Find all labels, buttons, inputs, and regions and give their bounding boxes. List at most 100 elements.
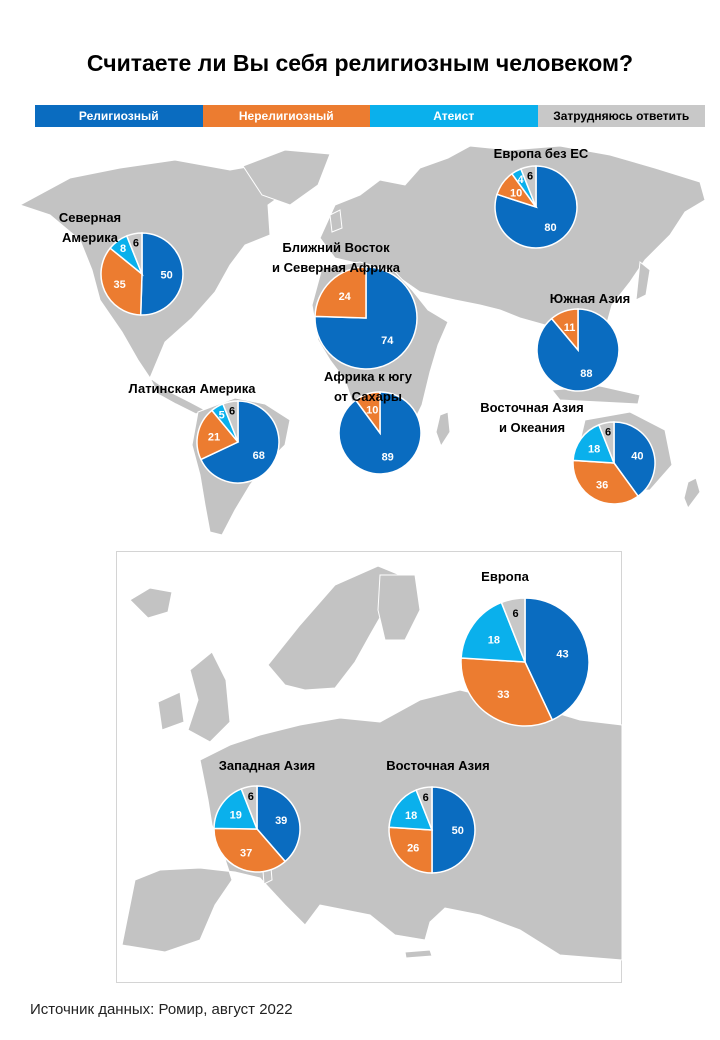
europe-map — [121, 565, 623, 961]
pie-value-label: 40 — [631, 450, 643, 462]
region-title: Южная Азия — [550, 291, 631, 306]
legend-undecided: Затрудняюсь ответить — [537, 105, 705, 127]
region-title: Восточная Азия — [480, 400, 583, 415]
pie-slice — [125, 232, 143, 275]
pie-value-label: 18 — [488, 634, 500, 646]
pie-value-label: 88 — [580, 368, 592, 380]
pie-slice — [524, 597, 590, 721]
pie-value-label: 6 — [513, 608, 519, 620]
pie-value-label: 50 — [160, 269, 172, 281]
region-title: Европа — [481, 569, 529, 584]
map-landmass — [121, 689, 623, 961]
pie-slice — [572, 459, 640, 505]
pie-5: 89 10 — [338, 391, 422, 475]
map-landmass — [683, 477, 701, 510]
pie-slice — [597, 421, 615, 464]
pie-slice — [613, 421, 656, 498]
pie-slice — [213, 787, 259, 830]
region-title: и Океания — [499, 420, 565, 435]
pie-value-label: 6 — [423, 792, 429, 804]
region-title: Европа без ЕС — [494, 146, 589, 161]
pie-slice — [199, 400, 280, 484]
pie-slice — [550, 308, 579, 353]
region-title: Северная — [59, 210, 121, 225]
pie-value-label: 10 — [510, 188, 522, 200]
map-landmass — [329, 209, 343, 233]
pie-value-label: 37 — [240, 847, 252, 859]
region-title: Африка к югу — [324, 369, 413, 384]
pie-value-label: 6 — [229, 406, 235, 418]
pie-value-label: 4 — [518, 174, 525, 186]
pie-value-label: 19 — [230, 809, 242, 821]
chart-title: Считаете ли Вы себя религиозным человеко… — [86, 50, 634, 76]
pie-value-label: 24 — [339, 291, 352, 303]
region-title: и Северная Африка — [272, 260, 401, 275]
legend-atheist: Атеист — [370, 105, 538, 127]
pie-value-label: 68 — [253, 450, 265, 462]
pie-7: 43 33 18 6 — [460, 597, 590, 727]
pie-slice — [572, 423, 616, 464]
region-title: Западная Азия — [219, 758, 315, 773]
pie-slice — [354, 391, 381, 436]
pie-4: 68 21 5 6 — [196, 400, 280, 484]
map-landmass — [377, 574, 421, 641]
pie-slice — [388, 826, 433, 874]
pie-value-label: 26 — [407, 843, 419, 855]
pie-slice — [431, 786, 476, 874]
pie-slice — [519, 165, 537, 208]
pie-slice — [460, 601, 527, 663]
pie-slice — [314, 266, 367, 319]
map-landmass — [635, 261, 651, 301]
pie-value-label: 36 — [596, 480, 608, 492]
map-landmass — [435, 411, 451, 448]
pie-slice — [139, 232, 184, 316]
pie-value-label: 80 — [544, 222, 556, 234]
region-title: Латинская Америка — [129, 381, 257, 396]
pie-slice — [338, 391, 422, 475]
pie-value-label: 6 — [605, 427, 611, 439]
legend-religious: Религиозный — [35, 105, 203, 127]
map-landmass — [187, 651, 231, 743]
pie-slice — [100, 247, 143, 316]
pie-slice — [500, 597, 526, 663]
pie-slice — [240, 785, 258, 830]
pie-value-label: 11 — [564, 322, 576, 334]
source-note: Источник данных: Ромир, август 2022 — [30, 1001, 293, 1018]
pie-value-label: 6 — [527, 171, 533, 183]
map-landmass — [319, 145, 706, 353]
region-title: от Сахары — [334, 389, 402, 404]
pie-slice — [213, 827, 287, 873]
pie-value-label: 33 — [497, 689, 509, 701]
legend-nonreligious: Нерелигиозный — [202, 105, 370, 127]
pie-value-label: 50 — [452, 825, 464, 837]
pie-value-label: 21 — [208, 432, 220, 444]
pie-value-label: 6 — [133, 238, 139, 250]
pie-2: 74 24 — [314, 266, 418, 370]
region-title: Ближний Восток — [282, 240, 390, 255]
legend: Религиозный Нерелигиозный Атеист Затрудн… — [35, 105, 705, 127]
region-title: Восточная Азия — [386, 758, 489, 773]
map-landmass — [242, 149, 331, 206]
pie-slice — [314, 266, 418, 370]
pie-slice — [196, 409, 240, 461]
pie-value-label: 8 — [120, 243, 126, 255]
pie-value-label: 39 — [275, 815, 287, 827]
pie-0: 50 35 8 6 — [100, 232, 184, 316]
pie-slice — [256, 785, 301, 863]
pie-value-label: 89 — [382, 451, 394, 463]
pie-8: 39 37 19 6 — [213, 785, 301, 873]
map-landmass — [157, 691, 185, 731]
pie-value-label: 18 — [405, 810, 417, 822]
map-landmass — [404, 949, 433, 959]
region-title: Америка — [62, 230, 119, 245]
pie-value-label: 35 — [113, 279, 125, 291]
pie-value-label: 6 — [248, 791, 254, 803]
pie-value-label: 74 — [381, 335, 394, 347]
pie-value-label: 10 — [366, 405, 378, 417]
pie-value-label: 43 — [556, 649, 568, 661]
pie-1: 80 10 4 6 — [494, 165, 578, 249]
pie-6: 40 36 18 6 — [572, 421, 656, 505]
pie-3: 88 11 — [536, 308, 620, 392]
pie-slice — [460, 657, 554, 727]
